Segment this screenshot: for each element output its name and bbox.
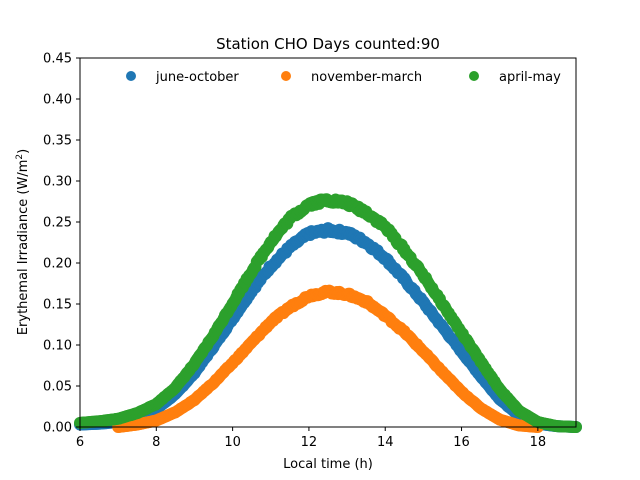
y-tick-label: 0.10 bbox=[43, 339, 72, 354]
y-tick-label: 0.00 bbox=[43, 421, 72, 436]
plot-frame bbox=[79, 57, 577, 428]
legend-label: april-may bbox=[499, 70, 561, 85]
legend-marker bbox=[126, 71, 136, 81]
x-axis-title: Local time (h) bbox=[283, 457, 373, 472]
x-tick-label: 8 bbox=[152, 435, 160, 450]
x-tick-label: 16 bbox=[453, 435, 470, 450]
chart-title: Station CHO Days counted:90 bbox=[216, 35, 440, 53]
y-tick-label: 0.35 bbox=[43, 134, 72, 149]
x-tick-label: 14 bbox=[377, 435, 394, 450]
y-tick-label: 0.15 bbox=[43, 298, 72, 313]
y-tick-label: 0.45 bbox=[43, 52, 72, 67]
x-tick-label: 12 bbox=[301, 435, 318, 450]
y-tick-label: 0.25 bbox=[43, 216, 72, 231]
y-tick-label: 0.20 bbox=[43, 257, 72, 272]
y-axis-title-main: Erythemal Irradiance (W/m bbox=[16, 160, 31, 336]
x-tick-label: 18 bbox=[530, 435, 547, 450]
y-axis-title-superscript: 2 bbox=[15, 154, 25, 160]
x-tick-label: 6 bbox=[76, 435, 84, 450]
y-axis-title-end: ) bbox=[16, 149, 31, 154]
legend-label: november-march bbox=[311, 70, 422, 85]
legend: june-october november-march april-may bbox=[126, 70, 561, 85]
y-tick-label: 0.30 bbox=[43, 175, 72, 190]
y-tick-label: 0.40 bbox=[43, 93, 72, 108]
series-layer bbox=[74, 193, 582, 433]
x-tick-label: 10 bbox=[224, 435, 241, 450]
x-axis: 6 8 10 12 14 16 18 bbox=[76, 427, 546, 450]
legend-marker bbox=[281, 71, 291, 81]
y-axis: 0.00 0.05 0.10 0.15 0.20 0.25 0.30 0.35 0.40 0.45 bbox=[43, 52, 80, 436]
y-axis-title: Erythemal Irradiance (W/m2) bbox=[15, 149, 31, 335]
y-tick-label: 0.05 bbox=[43, 380, 72, 395]
legend-marker bbox=[469, 71, 479, 81]
legend-label: june-october bbox=[155, 70, 239, 85]
